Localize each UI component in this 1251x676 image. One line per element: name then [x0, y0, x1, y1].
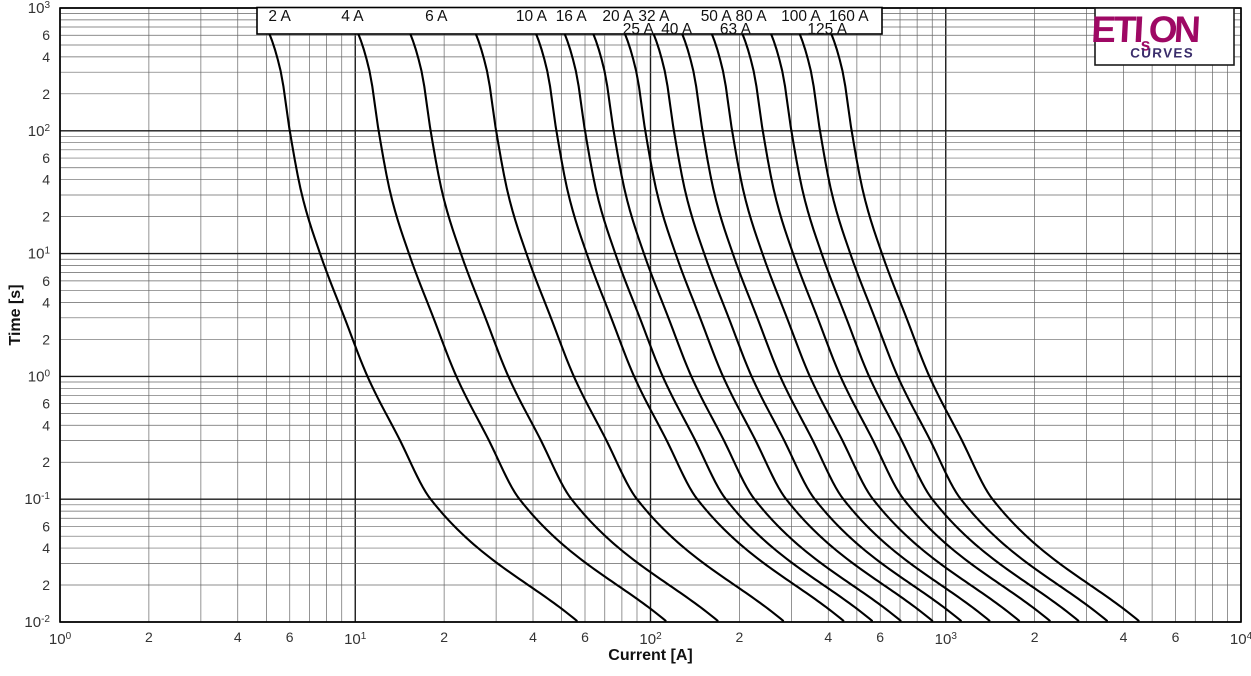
svg-text:2: 2 — [42, 577, 50, 593]
svg-text:4: 4 — [42, 295, 50, 311]
svg-text:4: 4 — [1120, 629, 1128, 645]
svg-text:4: 4 — [824, 629, 832, 645]
svg-text:160 A: 160 A — [829, 8, 869, 25]
svg-text:6: 6 — [42, 27, 50, 43]
svg-text:4: 4 — [42, 172, 50, 188]
svg-text:2: 2 — [42, 331, 50, 347]
svg-text:2: 2 — [42, 454, 50, 470]
svg-text:4: 4 — [42, 49, 50, 65]
svg-text:Time [s]: Time [s] — [7, 284, 24, 345]
svg-text:6: 6 — [581, 629, 589, 645]
svg-text:2: 2 — [736, 629, 744, 645]
svg-text:6: 6 — [42, 150, 50, 166]
svg-text:4: 4 — [42, 417, 50, 433]
svg-text:2: 2 — [145, 629, 153, 645]
svg-text:16 A: 16 A — [556, 8, 588, 25]
svg-text:6 A: 6 A — [425, 8, 448, 25]
svg-text:4 A: 4 A — [341, 8, 364, 25]
svg-text:2: 2 — [1031, 629, 1039, 645]
svg-text:6: 6 — [286, 629, 294, 645]
svg-text:Current [A]: Current [A] — [608, 647, 692, 664]
svg-text:CURVES: CURVES — [1130, 46, 1195, 61]
svg-text:4: 4 — [42, 540, 50, 556]
svg-text:4: 4 — [234, 629, 242, 645]
svg-text:6: 6 — [1172, 629, 1180, 645]
svg-text:80 A: 80 A — [736, 8, 768, 25]
svg-text:6: 6 — [42, 396, 50, 412]
svg-text:6: 6 — [876, 629, 884, 645]
svg-text:6: 6 — [42, 273, 50, 289]
svg-text:2: 2 — [42, 209, 50, 225]
svg-text:4: 4 — [529, 629, 537, 645]
svg-text:10 A: 10 A — [516, 8, 548, 25]
svg-text:2 A: 2 A — [268, 8, 291, 25]
svg-text:2: 2 — [440, 629, 448, 645]
svg-text:6: 6 — [42, 518, 50, 534]
svg-text:40 A: 40 A — [661, 21, 693, 38]
svg-text:2: 2 — [42, 86, 50, 102]
